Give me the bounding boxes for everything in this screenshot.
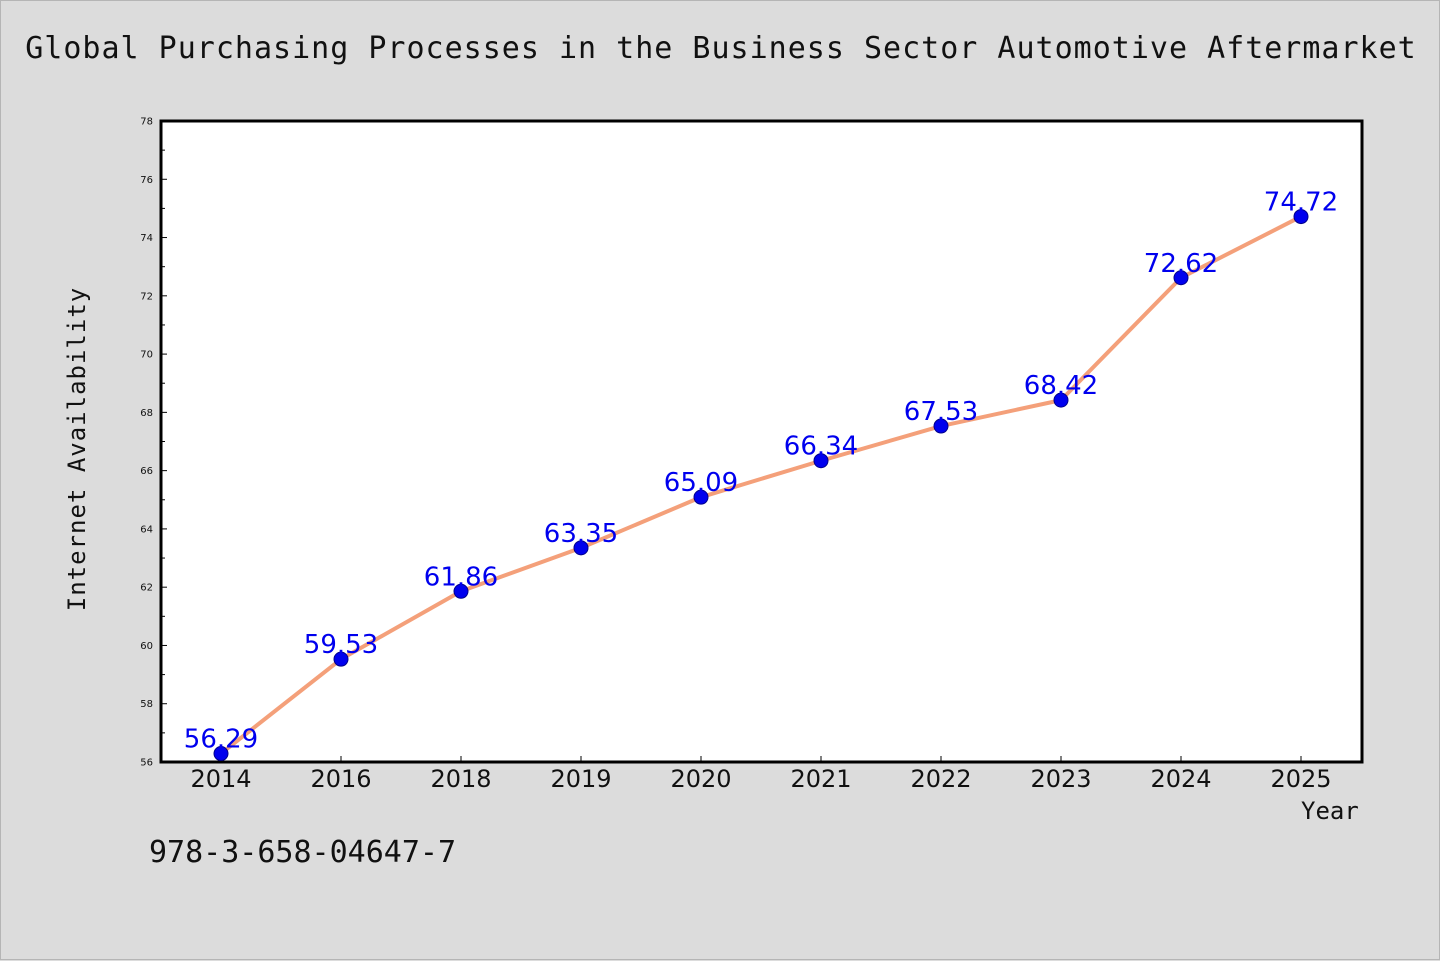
data-label: 67.53 [904,397,978,427]
chart-title: Global Purchasing Processes in the Busin… [25,31,1417,66]
y-tick-label: 58 [140,699,153,710]
x-tick-label: 2014 [190,765,251,793]
isbn-text: 978-3-658-04647-7 [149,835,457,870]
x-tick-label: 2018 [430,765,491,793]
data-point [693,489,709,505]
data-point [333,651,349,667]
y-tick-label: 74 [140,233,153,244]
data-label: 63.35 [544,519,618,549]
x-tick-label: 2023 [1030,765,1091,793]
data-point [1053,392,1069,408]
data-label: 65.09 [664,468,738,498]
x-tick-label: 2016 [310,765,371,793]
x-tick-label: 2024 [1150,765,1211,793]
data-point [453,583,469,599]
x-tick-label: 2025 [1270,765,1331,793]
y-tick-label: 70 [140,350,153,361]
y-tick-label: 68 [140,408,153,419]
data-label: 59.53 [304,630,378,660]
series-line [219,214,1302,756]
data-point [933,418,949,434]
data-label: 61.86 [424,562,498,592]
y-tick-label: 56 [140,758,153,769]
y-tick-label: 66 [140,466,153,477]
x-tick-label: 2020 [670,765,731,793]
data-label: 66.34 [784,432,858,462]
data-label: 68.42 [1024,371,1098,401]
y-tick-label: 76 [140,175,153,186]
data-point [1293,209,1309,225]
data-point [813,453,829,469]
x-tick-label: 2019 [550,765,611,793]
data-label: 56.29 [184,725,258,755]
x-tick-label: 2021 [790,765,851,793]
x-tick-label: 2022 [910,765,971,793]
data-point [1173,270,1189,286]
data-label: 72.62 [1144,249,1218,279]
plot-frame [159,119,1364,764]
x-axis-label: Year [1301,797,1359,825]
data-point [213,746,229,762]
y-tick-label: 78 [140,117,153,128]
y-tick-label: 64 [140,524,153,535]
y-tick-label: 60 [140,641,153,652]
plot-area [161,121,1362,762]
y-tick-label: 62 [140,583,153,594]
y-tick-label: 72 [140,291,153,302]
y-axis-label: Internet Availability [63,286,91,612]
data-point [573,540,589,556]
data-label: 74.72 [1264,188,1338,218]
